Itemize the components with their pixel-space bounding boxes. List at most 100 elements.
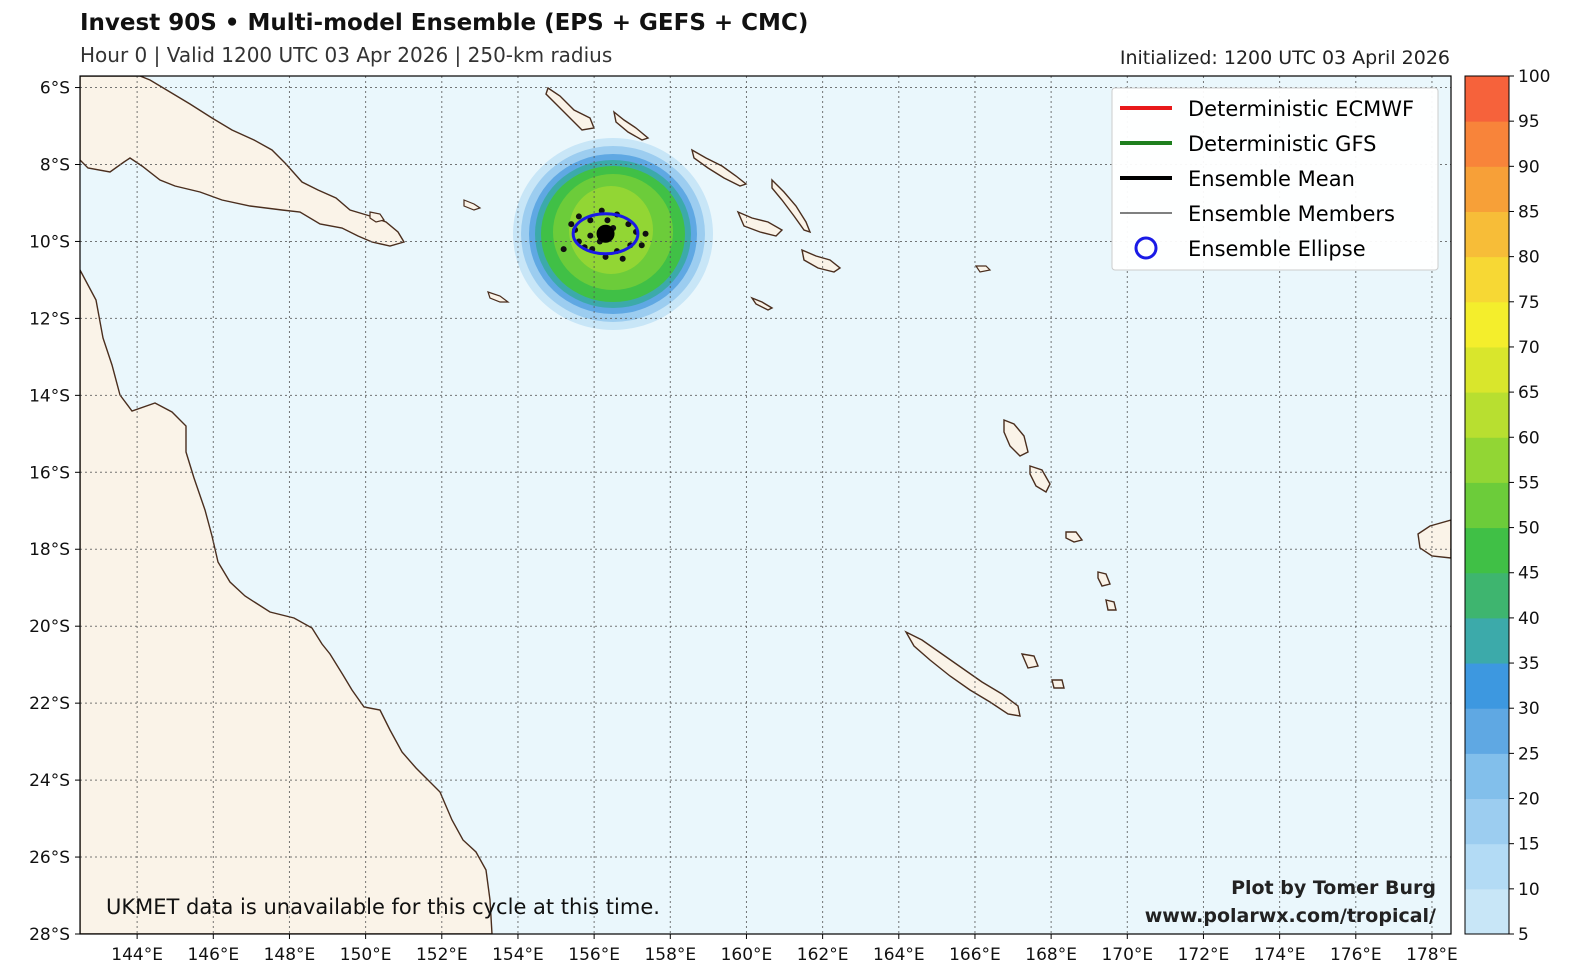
colorbar-segment [1465,572,1509,619]
colorbar-tick-label: 10 [1518,880,1540,900]
longitude-labels: 144°E 146°E 148°E 150°E 152°E 154°E 156°E 158°E… [111,934,1458,965]
ensemble-member-point [604,217,611,224]
ensemble-member-point [602,253,609,260]
land-islet [487,291,510,303]
lat-tick-label: 14°S [29,386,70,406]
colorbar-tick-label: 70 [1518,338,1540,358]
lon-tick-label: 174°E [1254,945,1306,965]
map-frame [79,75,1452,935]
land-new-guinea [80,76,406,247]
colorbar-segment [1465,346,1509,393]
land-rennell [750,296,774,311]
colorbar-segment [1465,798,1509,845]
lat-tick-label: 10°S [29,232,70,252]
lon-tick-label: 148°E [264,945,316,965]
lon-tick-label: 160°E [721,945,773,965]
colorbar-segment [1465,256,1509,303]
colorbar-segment [1465,121,1509,167]
land-santa-isabel [690,148,748,187]
colorbar-segment [1465,211,1509,258]
colorbar-segment [1465,166,1509,212]
ensemble-member-point [625,221,632,228]
colorbar-segment [1465,482,1509,529]
colorbar-segment [1465,76,1509,122]
legend-ecmwf-label: Deterministic ECMWF [1188,97,1414,121]
legend-gfs-label: Deterministic GFS [1188,132,1377,156]
colorbar-tick-label: 80 [1518,248,1540,268]
land-lifou [1020,653,1039,669]
land-mare [1051,679,1065,689]
land-bougainville [545,86,595,131]
ensemble-member-point [598,207,605,214]
colorbar-tick-label: 30 [1518,699,1540,719]
colorbar-segment [1465,437,1509,483]
land-makira [801,248,842,273]
ensemble-mean-marker [596,224,615,243]
colorbar-tick-label: 20 [1518,790,1540,810]
colorbar-tick-label: 75 [1518,293,1540,313]
colorbar-segment [1465,843,1509,890]
colorbar-tick-label: 15 [1518,835,1540,855]
ensemble-member-point [642,230,649,237]
legend-mean-label: Ensemble Mean [1188,167,1355,191]
lon-tick-label: 172°E [1178,945,1230,965]
legend-members-label: Ensemble Members [1188,202,1395,226]
lon-tick-label: 162°E [797,945,849,965]
lat-tick-label: 6°S [40,79,70,99]
lon-tick-label: 152°E [416,945,468,965]
lat-tick-label: 24°S [29,771,70,791]
land-efate [1065,531,1084,543]
lat-tick-label: 8°S [40,155,70,175]
colorbar-tick-label: 90 [1518,157,1540,177]
ensemble-member-point [568,221,575,228]
credit-line-2: www.polarwx.com/tropical/ [1145,905,1436,927]
lon-tick-label: 170°E [1101,945,1153,965]
lon-tick-label: 166°E [949,945,1001,965]
map-subtitle: Hour 0 | Valid 1200 UTC 03 Apr 2026 | 25… [80,43,613,67]
colorbar-segment [1465,392,1509,438]
land-australia [80,269,493,934]
lon-tick-label: 150°E [340,945,392,965]
colorbar-segment [1465,888,1509,935]
lon-tick-label: 158°E [644,945,696,965]
probability-colorbar [1465,76,1509,935]
colorbar-segment [1465,663,1509,709]
colorbar-segment [1465,708,1509,754]
legend-ellipse-swatch [1134,236,1158,260]
colorbar-tick-label: 60 [1518,428,1540,448]
ensemble-member-point [638,242,645,249]
lon-tick-label: 164°E [873,945,925,965]
credit-line-1: Plot by Tomer Burg [1231,877,1436,899]
colorbar-tick-label: 100 [1518,67,1550,87]
land-fiji [1417,519,1451,559]
land-islet [369,211,385,223]
colorbar-tick-label: 35 [1518,654,1540,674]
land-erromango [1097,571,1111,587]
lat-tick-label: 22°S [29,694,70,714]
colorbar-tick-label: 5 [1518,925,1529,945]
ukmet-unavailable-note: UKMET data is unavailable for this cycle… [106,895,660,919]
land-espiritu-santo [1003,418,1029,457]
lon-tick-label: 154°E [492,945,544,965]
lat-tick-label: 16°S [29,463,70,483]
ensemble-member-point [587,232,594,239]
initialized-time: Initialized: 1200 UTC 03 April 2026 [1119,47,1450,69]
colorbar-tick-label: 95 [1518,112,1540,132]
legend-ellipse-label: Ensemble Ellipse [1188,237,1366,261]
lat-tick-label: 28°S [29,925,70,945]
legend: Deterministic ECMWF Deterministic GFS En… [1111,87,1439,271]
colorbar-tick-label: 55 [1518,473,1540,493]
colorbar-segment [1465,753,1509,800]
lon-tick-label: 178°E [1406,945,1458,965]
colorbar-segment [1465,301,1509,348]
lat-tick-label: 18°S [29,540,70,560]
lon-tick-label: 144°E [111,945,163,965]
colorbar-tick-label: 45 [1518,564,1540,584]
graticule [80,76,1451,934]
colorbar-tick-label: 85 [1518,202,1540,222]
lat-tick-label: 12°S [29,309,70,329]
colorbar-labels: 5 10 15 20 25 30 35 40 45 50 55 60 65 70 75 80 85 90 95 100 [1509,67,1550,945]
colorbar-segment [1465,527,1509,574]
ensemble-ellipse [571,212,640,256]
